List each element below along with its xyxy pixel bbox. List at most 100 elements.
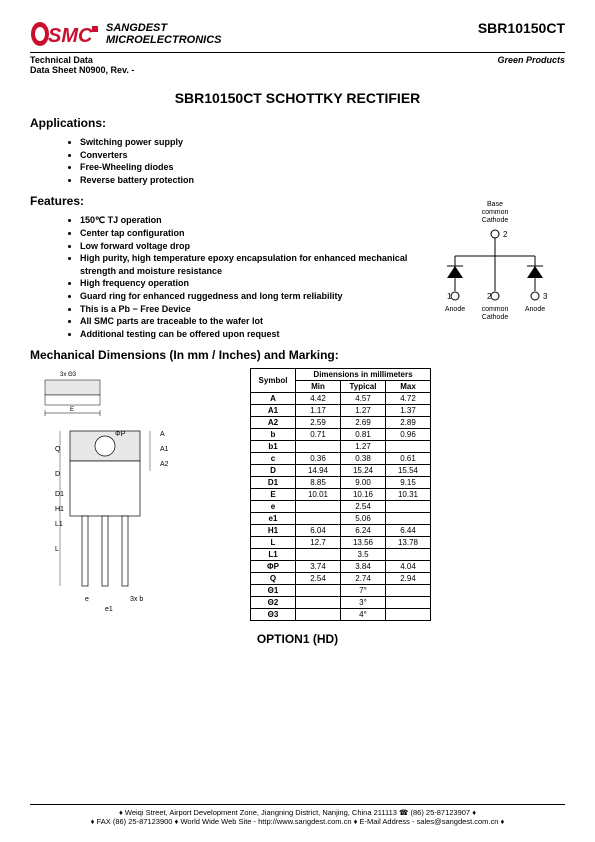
cell-typ: 2.54 xyxy=(341,501,386,513)
cell-typ: 5.06 xyxy=(341,513,386,525)
cell-typ: 13.56 xyxy=(341,537,386,549)
cell-typ: 2.74 xyxy=(341,573,386,585)
dimensions-table: Symbol Dimensions in millimeters Min Typ… xyxy=(250,368,431,621)
cell-typ: 1.27 xyxy=(341,441,386,453)
cell-typ: 2.69 xyxy=(341,417,386,429)
cell-symbol: Θ2 xyxy=(251,597,296,609)
table-row: e2.54 xyxy=(251,501,431,513)
cell-min xyxy=(296,513,341,525)
cell-min xyxy=(296,549,341,561)
cell-max xyxy=(386,549,431,561)
circuit-label-top: Base xyxy=(487,201,503,208)
cell-typ: 10.16 xyxy=(341,489,386,501)
svg-text:Anode: Anode xyxy=(445,306,465,313)
cell-symbol: E xyxy=(251,489,296,501)
svg-text:Anode: Anode xyxy=(525,306,545,313)
cell-max: 1.37 xyxy=(386,405,431,417)
svg-text:2: 2 xyxy=(487,292,492,301)
table-row: b0.710.810.96 xyxy=(251,429,431,441)
table-row: D14.9415.2415.54 xyxy=(251,465,431,477)
cell-max: 0.61 xyxy=(386,453,431,465)
svg-text:3: 3 xyxy=(543,292,548,301)
cell-symbol: Θ1 xyxy=(251,585,296,597)
cell-max: 2.94 xyxy=(386,573,431,585)
table-row: ΦP3.743.844.04 xyxy=(251,561,431,573)
cell-max xyxy=(386,513,431,525)
feature-item: All SMC parts are traceable to the wafer… xyxy=(80,315,415,328)
cell-typ: 6.24 xyxy=(341,525,386,537)
cell-max: 4.72 xyxy=(386,393,431,405)
footer-line2: ♦ FAX (86) 25-87123900 ♦ World Wide Web … xyxy=(30,817,565,827)
sub-header: Technical Data Data Sheet N0900, Rev. - … xyxy=(30,52,565,75)
cell-max xyxy=(386,597,431,609)
footer-line1: ♦ Weiqi Street, Airport Development Zone… xyxy=(30,808,565,818)
cell-symbol: b1 xyxy=(251,441,296,453)
cell-min: 0.36 xyxy=(296,453,341,465)
table-row: Θ1 7° xyxy=(251,585,431,597)
cell-max xyxy=(386,441,431,453)
option-label: OPTION1 (HD) xyxy=(30,632,565,646)
cell-symbol: A2 xyxy=(251,417,296,429)
cell-max: 4.04 xyxy=(386,561,431,573)
svg-text:D1: D1 xyxy=(55,491,64,498)
table-row: Q2.542.742.94 xyxy=(251,573,431,585)
svg-text:Cathode: Cathode xyxy=(482,314,509,321)
table-header-min: Min xyxy=(296,381,341,393)
cell-max: 10.31 xyxy=(386,489,431,501)
table-row: L12.713.5613.78 xyxy=(251,537,431,549)
features-row: Features: 150℃ TJ operationCenter tap co… xyxy=(30,186,565,340)
svg-text:L1: L1 xyxy=(55,521,63,528)
cell-symbol: A xyxy=(251,393,296,405)
applications-heading: Applications: xyxy=(30,116,565,130)
cell-min xyxy=(296,597,341,609)
cell-max: 9.15 xyxy=(386,477,431,489)
cell-max: 13.78 xyxy=(386,537,431,549)
cell-min: 0.71 xyxy=(296,429,341,441)
table-row: Θ2 3° xyxy=(251,597,431,609)
table-row: A22.592.692.89 xyxy=(251,417,431,429)
cell-typ: 3° xyxy=(341,597,386,609)
part-number: SBR10150CT xyxy=(478,20,565,36)
cell-min: 2.59 xyxy=(296,417,341,429)
svg-text:ΦP: ΦP xyxy=(115,431,126,438)
cell-max: 6.44 xyxy=(386,525,431,537)
application-item: Switching power supply xyxy=(80,136,565,149)
cell-typ: 0.38 xyxy=(341,453,386,465)
cell-typ: 4.57 xyxy=(341,393,386,405)
cell-min: 4.42 xyxy=(296,393,341,405)
cell-min: 6.04 xyxy=(296,525,341,537)
cell-symbol: ΦP xyxy=(251,561,296,573)
cell-min xyxy=(296,609,341,621)
table-header-max: Max xyxy=(386,381,431,393)
cell-max: 0.96 xyxy=(386,429,431,441)
cell-typ: 4° xyxy=(341,609,386,621)
svg-text:L: L xyxy=(55,546,59,553)
feature-item: 150℃ TJ operation xyxy=(80,214,415,227)
table-row: A4.424.574.72 xyxy=(251,393,431,405)
cell-typ: 1.27 xyxy=(341,405,386,417)
cell-max: 15.54 xyxy=(386,465,431,477)
svg-text:D: D xyxy=(55,471,60,478)
table-header-symbol: Symbol xyxy=(251,369,296,393)
features-heading: Features: xyxy=(30,194,415,208)
svg-text:H1: H1 xyxy=(55,506,64,513)
cell-typ: 3.84 xyxy=(341,561,386,573)
circuit-diagram-icon: Base common Cathode 2 1 2 3 Anode common… xyxy=(425,196,565,326)
cell-symbol: Q xyxy=(251,573,296,585)
tech-data-block: Technical Data Data Sheet N0900, Rev. - xyxy=(30,55,134,75)
application-item: Converters xyxy=(80,149,565,162)
smc-logo-icon: SMC xyxy=(30,20,100,48)
cell-typ: 0.81 xyxy=(341,429,386,441)
cell-typ: 15.24 xyxy=(341,465,386,477)
svg-text:Cathode: Cathode xyxy=(482,217,509,224)
feature-item: Additional testing can be offered upon r… xyxy=(80,328,415,341)
svg-text:e: e xyxy=(85,596,89,603)
table-row: D18.859.009.15 xyxy=(251,477,431,489)
table-row: A11.171.271.37 xyxy=(251,405,431,417)
application-item: Reverse battery protection xyxy=(80,174,565,187)
cell-typ: 9.00 xyxy=(341,477,386,489)
table-row: H16.046.246.44 xyxy=(251,525,431,537)
page-footer: ♦ Weiqi Street, Airport Development Zone… xyxy=(30,804,565,828)
package-top-view-icon: 3x Θ3 E xyxy=(30,368,130,418)
cell-typ: 7° xyxy=(341,585,386,597)
